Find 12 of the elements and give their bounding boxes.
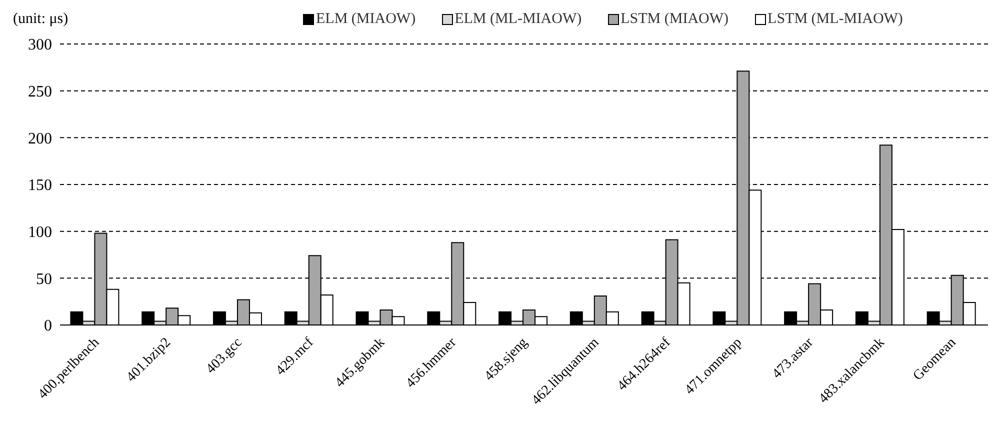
legend-label: LSTM (ML-MIAOW) bbox=[766, 10, 903, 28]
y-axis-title: (unit: μs) bbox=[12, 10, 70, 28]
y-tick-label: 50 bbox=[36, 270, 52, 288]
y-tick-label: 100 bbox=[28, 224, 52, 242]
y-tick-label: 200 bbox=[28, 130, 52, 148]
y-tick-label: 150 bbox=[28, 177, 52, 194]
legend-label: ELM (ML-MIAOW) bbox=[454, 10, 582, 28]
legend-label: LSTM (MIAOW) bbox=[620, 10, 729, 28]
y-tick-label: 300 bbox=[28, 36, 52, 54]
legend-label: ELM (MIAOW) bbox=[315, 10, 416, 28]
y-tick-label: 0 bbox=[44, 318, 52, 335]
y-tick-label: 250 bbox=[28, 84, 52, 101]
